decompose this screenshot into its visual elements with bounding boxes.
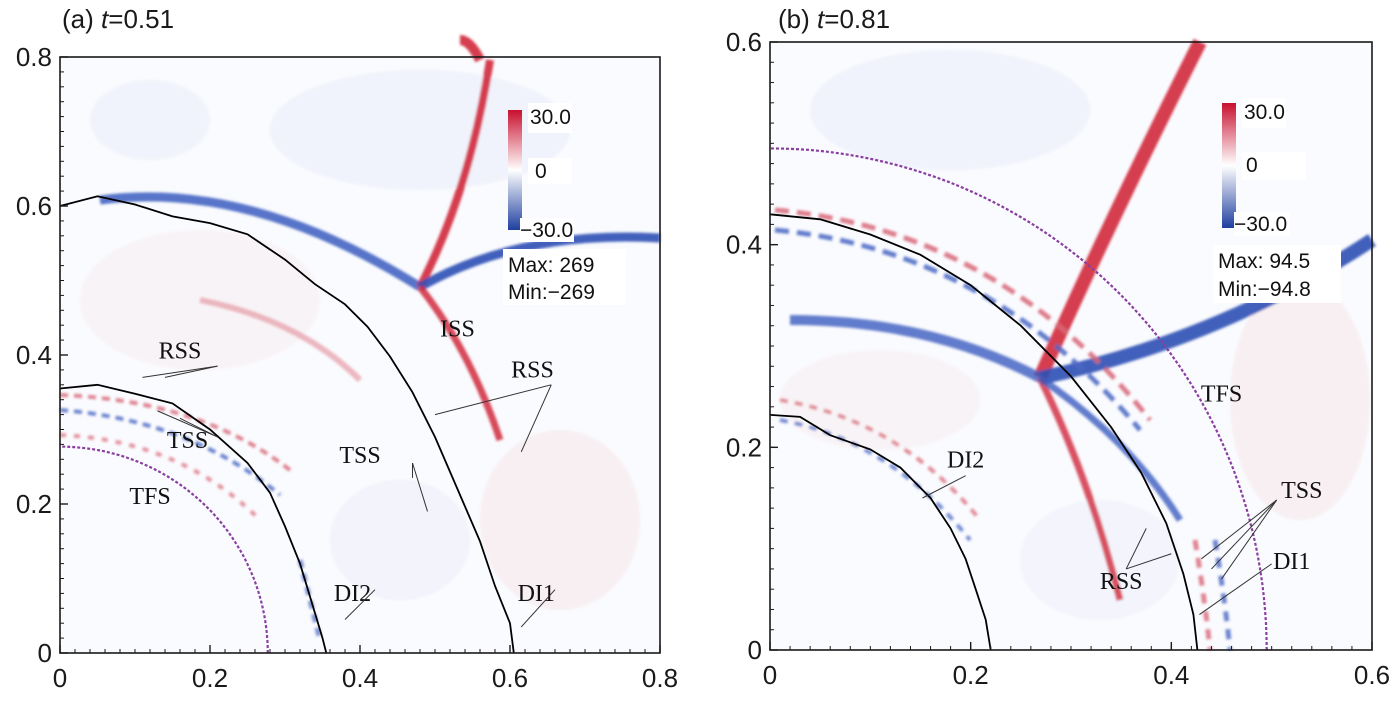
- panel-a-y-tick-label: 0.8: [16, 42, 52, 72]
- panel-a-annotation-tfs: TFS: [129, 484, 170, 510]
- panel-a-stat-max: Max: 269: [508, 254, 594, 277]
- panel-a-x-tick-label: 0: [53, 663, 67, 693]
- panel-b-interface-di2: [769, 414, 992, 651]
- panel-b-transmitted-fast-shock: [769, 147, 1268, 651]
- panel-a-y-tick-label: 0: [38, 638, 52, 668]
- panel-a-stats: Max: 269 Min:−269: [503, 249, 626, 305]
- panel-a-x-tick-label: 0.8: [642, 663, 678, 693]
- panel-a-leader-line: [434, 384, 552, 416]
- panel-b-leader-line: [1221, 499, 1278, 580]
- panel-b-colorbar-max: 30.0: [1244, 101, 1285, 124]
- panel-a-y-tick-label: 0.4: [16, 340, 52, 370]
- panel-a-transmitted-fast-shock: [59, 445, 269, 654]
- panel-a-title: (a) t=0.51: [62, 4, 174, 34]
- panel-b-leader-line: [1126, 553, 1172, 570]
- panel-b-y-tick-label: 0: [748, 635, 762, 665]
- panel-b-y-tick-label: 0.2: [726, 432, 762, 462]
- panel-b-annotation-di2: DI2: [947, 448, 984, 474]
- panel-a-annotation-iss: ISS: [440, 316, 475, 342]
- panel-a-annotation-rss: RSS: [159, 339, 202, 365]
- panel-b-x-tick-label: 0.4: [1153, 660, 1189, 690]
- panel-a-annotation-di2: DI2: [334, 581, 371, 607]
- panel-a-field-background: [59, 35, 661, 641]
- panel-a-annotation-tss: TSS: [167, 428, 208, 454]
- panel-a-leader-line: [412, 462, 428, 512]
- panel-a-colorbar-mid: 0: [535, 160, 547, 183]
- panel-b-leader-line: [1201, 499, 1277, 560]
- panel-b-y-tick-label: 0.4: [726, 230, 762, 260]
- panel-b-colorbar-gradient: [1222, 103, 1236, 228]
- panel-a-y-tick-label: 0.2: [16, 489, 52, 519]
- panel-b-leader-line: [922, 475, 966, 499]
- panel-a-annotation-di1: DI1: [518, 581, 555, 607]
- panel-a-leader-line: [520, 589, 556, 628]
- panel-a-annotation-rss: RSS: [511, 357, 554, 383]
- panel-b-x-tick-label: 0: [763, 660, 777, 690]
- panel-a-x-tick-label: 0.6: [492, 663, 528, 693]
- panel-b-annotation-rss: RSS: [1100, 569, 1143, 595]
- panel-b-annotation-tfs: TFS: [1201, 382, 1242, 408]
- panel-b-leader-line: [1211, 499, 1278, 570]
- panel-b-colorbar: 30.0 0 −30.0: [1222, 98, 1306, 236]
- panel-a-leader-line: [164, 365, 218, 378]
- panel-a-stat-min: Min:−269: [508, 281, 595, 304]
- panel-a-colorbar: 30.0 0 −30.0: [508, 103, 574, 242]
- panel-b-colorbar-mid: 0: [1246, 154, 1258, 177]
- panel-a-leader-line: [520, 384, 552, 453]
- panel-b: TFS DI2 TSS RSS DI1 0 0.2 0.4 0.6 0 0.2 0.4 0.6 (b)…: [726, 4, 1390, 690]
- panel-b-stat-max: Max: 94.5: [1218, 250, 1310, 273]
- panel-a-leader-line: [344, 589, 376, 620]
- panel-b-leader-line: [1199, 563, 1272, 615]
- panel-a-leader-line: [142, 365, 218, 378]
- panel-b-title: (b) t=0.81: [778, 4, 890, 34]
- panel-b-stat-min: Min:−94.8: [1218, 278, 1311, 301]
- panel-a-leader-line: [157, 410, 218, 438]
- panel-b-plot-area: TFS DI2 TSS RSS DI1: [769, 38, 1376, 651]
- panel-a-plot-area: ISS RSS TSS TFS RSS TSS DI2 DI1: [59, 35, 661, 654]
- panel-b-interface-di1: [769, 213, 1199, 651]
- panel-a-interface-di1: [59, 195, 515, 654]
- panel-b-x-tick-label: 0.2: [953, 660, 989, 690]
- panel-a-interface-di2: [59, 383, 328, 654]
- panel-b-y-tick-label: 0.6: [726, 27, 762, 57]
- panel-b-colorbar-min: −30.0: [1234, 213, 1287, 236]
- panel-b-stats: Max: 94.5 Min:−94.8: [1213, 245, 1341, 303]
- panel-b-annotation-tss: TSS: [1281, 478, 1322, 504]
- panel-b-field-background: [774, 38, 1376, 651]
- panel-a-x-tick-label: 0.4: [342, 663, 378, 693]
- panel-a-annotation-tss: TSS: [339, 443, 380, 469]
- panel-a-colorbar-gradient: [508, 110, 522, 230]
- panel-b-leader-line: [1125, 528, 1147, 570]
- panel-b-annotation-di1: DI1: [1273, 549, 1310, 575]
- panel-a-leader-line: [179, 417, 218, 438]
- panel-a-y-tick-label: 0.6: [16, 191, 52, 221]
- panel-a-colorbar-max: 30.0: [530, 106, 571, 129]
- panel-a-colorbar-min: −30.0: [520, 219, 573, 242]
- panel-a-x-tick-label: 0.2: [192, 663, 228, 693]
- panel-b-x-tick-label: 0.6: [1354, 660, 1390, 690]
